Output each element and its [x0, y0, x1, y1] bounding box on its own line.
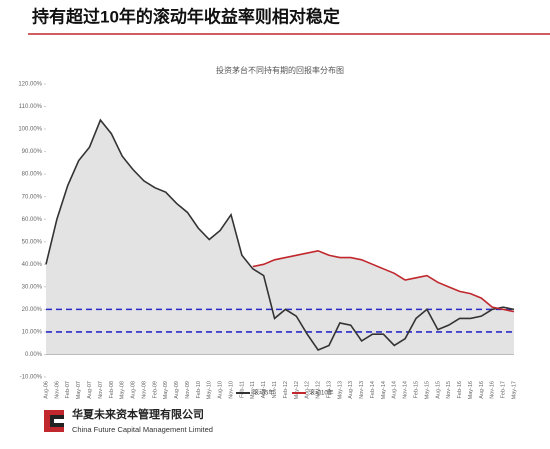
x-tick-label: Aug-09 [174, 381, 180, 399]
y-tick-label: 90.00% [22, 149, 43, 155]
x-tick-label: Feb-11 [239, 381, 245, 398]
y-tick-label: 80.00% [22, 172, 43, 178]
x-tick-label: Feb-08 [109, 381, 115, 398]
x-tick-label: May-11 [250, 381, 256, 399]
y-tick-label: 60.00% [22, 217, 43, 223]
series-line [252, 249, 515, 313]
y-tick-label: 100.00% [18, 127, 42, 133]
slide-title: 持有超过10年的滚动年收益率则相对稳定 [32, 6, 340, 26]
x-tick-label: May-09 [163, 381, 169, 399]
x-tick-label: May-08 [120, 381, 126, 399]
chart-title: 投资茅台不同持有期的回报率分布图 [216, 65, 344, 75]
x-tick-label: Nov-08 [141, 381, 147, 399]
x-tick-label: Nov-11 [272, 381, 278, 398]
x-tick-label: May-16 [468, 381, 474, 399]
logo-cut [54, 419, 64, 423]
x-tick-label: Feb-10 [196, 381, 202, 398]
x-tick-label: May-15 [424, 381, 430, 399]
series-line [45, 118, 515, 351]
y-tick-label: 70.00% [22, 194, 43, 200]
area [46, 120, 514, 355]
y-tick-label: 110.00% [19, 104, 43, 110]
x-tick-label: Aug-11 [261, 381, 267, 398]
y-tick-label: 20.00% [22, 307, 43, 313]
x-tick-label: Aug-15 [435, 381, 441, 399]
x-tick-label: Aug-06 [43, 381, 49, 399]
x-tick-label: Aug-16 [479, 381, 485, 399]
x-tick-label: Nov-06 [54, 381, 60, 399]
x-tick-label: May-07 [76, 381, 82, 399]
x-tick-label: Feb-14 [370, 381, 376, 398]
x-tick-label: Nov-12 [316, 381, 322, 399]
y-tick-label: 10.00% [22, 330, 43, 336]
x-tick-label: Aug-07 [87, 381, 93, 399]
x-tick-label: Nov-10 [228, 381, 234, 399]
y-tick-label: 0.00% [25, 352, 43, 358]
x-tick-label: Aug-10 [218, 381, 224, 399]
x-tick-label: Feb-12 [283, 381, 289, 398]
area [252, 250, 514, 355]
x-tick-label: Feb-16 [457, 381, 463, 398]
x-tick-label: Feb-07 [65, 381, 71, 398]
x-tick-label: Feb-09 [152, 381, 158, 398]
legend-label: 滚动5年 [253, 389, 274, 397]
x-tick-label: Feb-17 [501, 381, 507, 398]
y-tick-label: 40.00% [22, 262, 43, 268]
y-tick-label: 30.00% [22, 284, 43, 290]
x-tick-label: Nov-16 [490, 381, 496, 399]
x-tick-label: Aug-08 [131, 381, 137, 399]
x-tick-label: Aug-14 [392, 381, 398, 399]
x-tick-label: Feb-13 [326, 381, 332, 398]
company-en: China Future Capital Management Limited [72, 425, 213, 434]
x-tick-label: May-14 [381, 381, 387, 399]
x-tick-label: May-10 [207, 381, 213, 399]
x-tick-label: May-17 [511, 381, 517, 399]
x-tick-label: Aug-13 [348, 381, 354, 399]
company-cn: 华夏未来资本管理有限公司 [72, 407, 204, 421]
x-tick-label: Nov-07 [98, 381, 104, 399]
x-tick-label: Feb-15 [413, 381, 419, 398]
x-tick-label: Aug-12 [305, 381, 311, 399]
legend-label: 滚动10年 [309, 389, 334, 397]
y-tick-label: -10.00% [20, 375, 43, 381]
y-tick-label: 120.00% [18, 82, 42, 88]
x-tick-label: Nov-15 [446, 381, 452, 399]
x-tick-label: Nov-14 [403, 381, 409, 399]
x-tick-label: Nov-09 [185, 381, 191, 399]
y-tick-label: 50.00% [22, 239, 43, 245]
x-tick-label: Nov-13 [359, 381, 365, 399]
x-tick-label: May-13 [337, 381, 343, 399]
x-tick-label: May-12 [294, 381, 300, 399]
